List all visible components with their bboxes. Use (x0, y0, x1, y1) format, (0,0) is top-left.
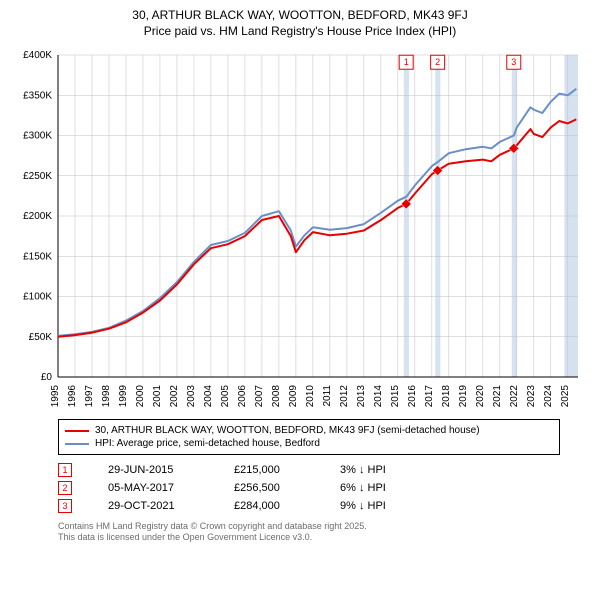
legend-label: 30, ARTHUR BLACK WAY, WOOTTON, BEDFORD, … (95, 425, 480, 436)
svg-text:2006: 2006 (237, 385, 248, 408)
marker-date: 29-OCT-2021 (108, 500, 198, 512)
svg-text:£150K: £150K (23, 251, 52, 262)
svg-text:1996: 1996 (67, 385, 78, 408)
svg-text:2008: 2008 (271, 385, 282, 408)
marker-date: 05-MAY-2017 (108, 482, 198, 494)
chart-title-2: Price paid vs. HM Land Registry's House … (10, 24, 590, 40)
legend-row: HPI: Average price, semi-detached house,… (65, 437, 553, 450)
chart-title-1: 30, ARTHUR BLACK WAY, WOOTTON, BEDFORD, … (10, 8, 590, 24)
marker-table: 1 29-JUN-2015 £215,000 3% ↓ HPI 2 05-MAY-2017… (58, 461, 560, 515)
svg-text:£50K: £50K (29, 332, 53, 343)
svg-text:2014: 2014 (373, 385, 384, 408)
svg-text:£400K: £400K (23, 50, 52, 61)
footer-line-2: This data is licensed under the Open Gov… (58, 532, 560, 543)
footer-attribution: Contains HM Land Registry data © Crown c… (58, 521, 560, 544)
marker-price: £256,500 (234, 482, 304, 494)
svg-text:2016: 2016 (407, 385, 418, 408)
legend-swatch (65, 443, 89, 445)
marker-delta: 3% ↓ HPI (340, 464, 420, 476)
svg-text:1998: 1998 (101, 385, 112, 408)
marker-table-row: 1 29-JUN-2015 £215,000 3% ↓ HPI (58, 461, 560, 479)
svg-text:1: 1 (404, 57, 409, 67)
svg-text:2017: 2017 (424, 385, 435, 408)
marker-date: 29-JUN-2015 (108, 464, 198, 476)
marker-table-row: 2 05-MAY-2017 £256,500 6% ↓ HPI (58, 479, 560, 497)
svg-text:2009: 2009 (288, 385, 299, 408)
svg-text:2005: 2005 (220, 385, 231, 408)
svg-text:2004: 2004 (203, 385, 214, 408)
legend-swatch (65, 430, 89, 432)
svg-text:2015: 2015 (390, 385, 401, 408)
svg-text:2010: 2010 (305, 385, 316, 408)
legend-row: 30, ARTHUR BLACK WAY, WOOTTON, BEDFORD, … (65, 424, 553, 437)
marker-delta: 9% ↓ HPI (340, 500, 420, 512)
svg-text:1997: 1997 (84, 385, 95, 408)
svg-text:2001: 2001 (152, 385, 163, 408)
svg-text:2024: 2024 (543, 385, 554, 408)
marker-number-box: 2 (58, 481, 72, 495)
marker-number-box: 1 (58, 463, 72, 477)
svg-text:2012: 2012 (339, 385, 350, 408)
svg-text:2002: 2002 (169, 385, 180, 408)
svg-text:2007: 2007 (254, 385, 265, 408)
marker-price: £284,000 (234, 500, 304, 512)
svg-text:£250K: £250K (23, 171, 52, 182)
svg-text:2023: 2023 (526, 385, 537, 408)
svg-text:3: 3 (511, 57, 516, 67)
svg-text:1999: 1999 (118, 385, 129, 408)
marker-delta: 6% ↓ HPI (340, 482, 420, 494)
marker-table-row: 3 29-OCT-2021 £284,000 9% ↓ HPI (58, 497, 560, 515)
svg-text:2021: 2021 (492, 385, 503, 408)
legend-label: HPI: Average price, semi-detached house,… (95, 438, 320, 449)
svg-text:2011: 2011 (322, 385, 333, 407)
marker-number-box: 3 (58, 499, 72, 513)
svg-text:2025: 2025 (560, 385, 571, 408)
line-chart-svg: £0 £50K £100K £150K £200K £250K £300K £350K £400… (10, 45, 590, 415)
marker-price: £215,000 (234, 464, 304, 476)
svg-text:2013: 2013 (356, 385, 367, 408)
svg-text:£350K: £350K (23, 90, 52, 101)
svg-text:£0: £0 (41, 372, 53, 383)
svg-text:2: 2 (435, 57, 440, 67)
chart-plot-area: £0 £50K £100K £150K £200K £250K £300K £350K £400… (10, 45, 590, 415)
svg-text:2003: 2003 (186, 385, 197, 408)
svg-text:2019: 2019 (458, 385, 469, 408)
svg-text:£100K: £100K (23, 292, 52, 303)
svg-text:2020: 2020 (475, 385, 486, 408)
svg-text:£200K: £200K (23, 211, 52, 222)
svg-text:2000: 2000 (135, 385, 146, 408)
svg-text:£300K: £300K (23, 131, 52, 142)
svg-text:2022: 2022 (509, 385, 520, 408)
svg-text:2018: 2018 (441, 385, 452, 408)
legend: 30, ARTHUR BLACK WAY, WOOTTON, BEDFORD, … (58, 419, 560, 455)
footer-line-1: Contains HM Land Registry data © Crown c… (58, 521, 560, 532)
svg-text:1995: 1995 (50, 385, 61, 408)
chart-container: 30, ARTHUR BLACK WAY, WOOTTON, BEDFORD, … (0, 0, 600, 548)
